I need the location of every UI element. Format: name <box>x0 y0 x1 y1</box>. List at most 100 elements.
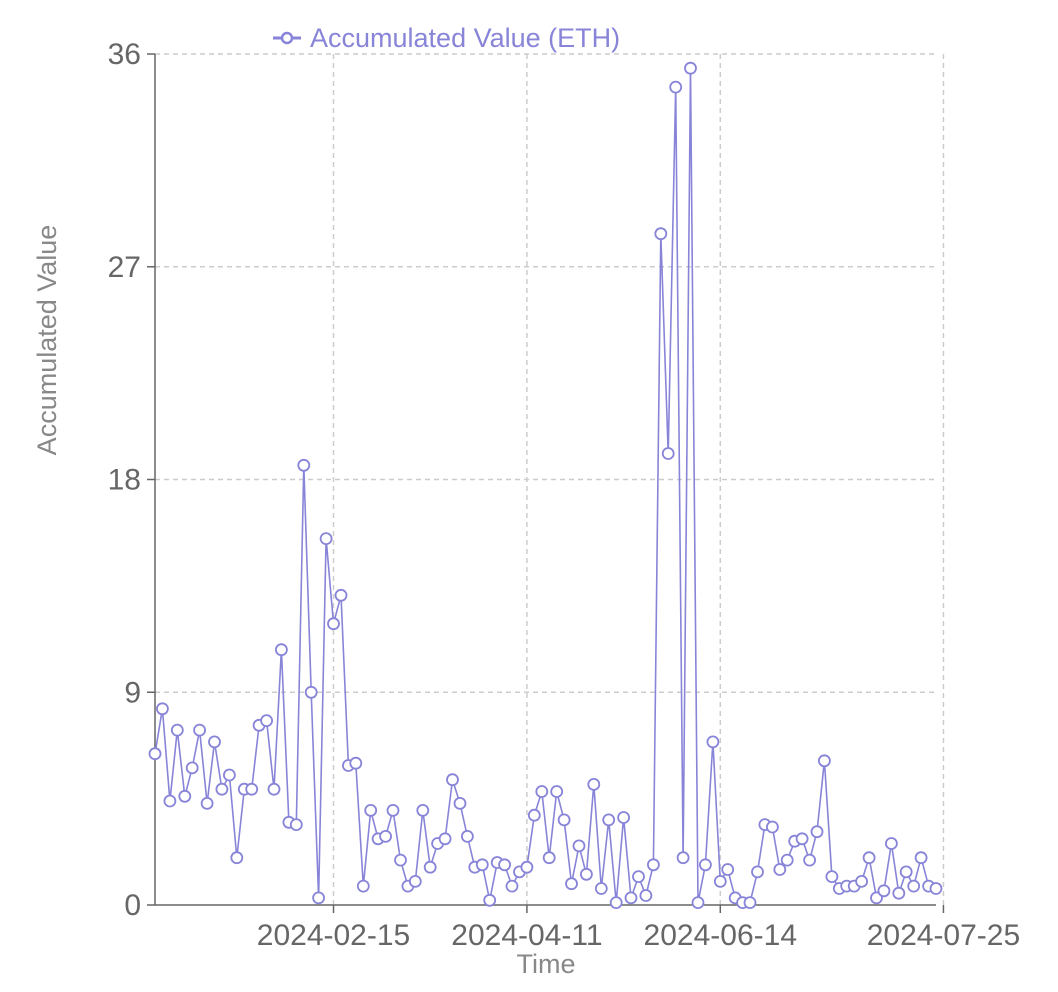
y-tick-label: 36 <box>108 38 141 71</box>
data-point <box>185 761 199 775</box>
y-tick-label: 0 <box>124 889 141 922</box>
x-tick-label: 2024-07-25 <box>867 919 1020 952</box>
data-point <box>386 804 400 817</box>
data-point <box>200 797 214 810</box>
data-point <box>572 839 586 853</box>
data-point <box>319 532 333 545</box>
x-tick-label: 2024-04-11 <box>451 919 602 952</box>
data-point <box>892 886 906 900</box>
data-point <box>193 723 207 737</box>
data-point <box>639 889 653 902</box>
legend-label: Accumulated Value (ETH) <box>310 23 620 53</box>
data-point <box>535 785 549 798</box>
grid-lines <box>155 53 945 905</box>
data-point <box>334 588 348 602</box>
data-point <box>327 617 340 631</box>
data-point <box>475 858 489 872</box>
data-point <box>565 877 578 891</box>
data-point <box>676 851 690 865</box>
data-point <box>304 685 318 699</box>
data-point <box>580 867 593 881</box>
data-point <box>542 851 556 865</box>
data-point <box>505 879 519 893</box>
data-point <box>527 808 541 822</box>
data-point <box>408 875 422 888</box>
data-point <box>170 723 184 737</box>
data-point <box>312 891 326 905</box>
data-point <box>163 794 177 808</box>
legend-marker-icon <box>280 31 294 45</box>
data-point <box>684 61 697 75</box>
data-point <box>453 797 467 810</box>
data-point <box>550 785 564 798</box>
y-tick-label: 18 <box>108 464 141 497</box>
data-point <box>862 851 876 865</box>
data-point <box>297 458 311 472</box>
y-axis-title: Accumulated Value <box>32 225 62 456</box>
data-point <box>624 891 638 905</box>
data-point <box>230 851 244 865</box>
x-tick-label: 2024-02-15 <box>257 919 410 952</box>
data-point <box>855 875 868 888</box>
data-point <box>691 896 705 909</box>
series-layer <box>148 61 943 909</box>
data-point <box>706 735 720 749</box>
data-point <box>364 804 378 817</box>
data-point <box>594 882 608 895</box>
data-point <box>260 714 274 727</box>
data-point <box>245 782 259 796</box>
data-point <box>267 782 281 796</box>
data-point <box>155 702 169 716</box>
data-point <box>215 782 229 796</box>
data-point <box>699 858 712 872</box>
data-point <box>379 830 393 843</box>
data-point <box>914 851 928 865</box>
data-point <box>617 811 630 824</box>
x-tick-label: 2024-06-14 <box>644 919 797 952</box>
data-point <box>669 80 683 94</box>
data-point <box>148 747 162 761</box>
x-axis-ticks: 2024-02-15 2024-04-11 2024-06-14 2024-07-25 <box>257 905 1020 952</box>
data-point <box>289 818 303 831</box>
data-point <box>394 853 407 867</box>
data-point <box>810 825 824 839</box>
data-point <box>803 853 816 867</box>
data-point <box>743 896 757 909</box>
data-point <box>877 884 891 898</box>
data-point <box>498 858 512 872</box>
x-axis-title: Time <box>517 949 576 979</box>
data-point <box>885 837 898 850</box>
data-point <box>773 863 787 876</box>
data-point <box>780 853 794 867</box>
data-point <box>654 227 668 241</box>
data-point <box>766 820 779 834</box>
y-tick-label: 9 <box>124 676 141 709</box>
data-point <box>713 875 727 888</box>
data-point <box>587 778 601 791</box>
data-point <box>557 813 571 827</box>
data-point <box>661 447 675 460</box>
data-point <box>416 804 430 817</box>
y-axis-ticks: 0 9 18 27 36 <box>108 38 155 922</box>
data-point <box>609 896 623 909</box>
data-point <box>423 860 437 874</box>
data-point <box>520 860 534 874</box>
data-point <box>274 643 288 657</box>
data-point <box>647 858 660 872</box>
data-point <box>178 789 192 803</box>
data-point <box>446 773 459 787</box>
data-point <box>208 735 221 749</box>
data-point <box>795 832 809 846</box>
data-point <box>602 813 616 827</box>
legend[interactable]: Accumulated Value (ETH) <box>273 23 620 53</box>
data-point <box>356 879 370 893</box>
data-point <box>907 879 921 893</box>
data-point <box>899 865 913 879</box>
data-point <box>818 754 831 768</box>
data-point <box>483 893 497 907</box>
data-point <box>751 865 764 879</box>
series-line <box>154 67 937 904</box>
data-point <box>632 870 645 883</box>
data-point <box>460 830 474 843</box>
